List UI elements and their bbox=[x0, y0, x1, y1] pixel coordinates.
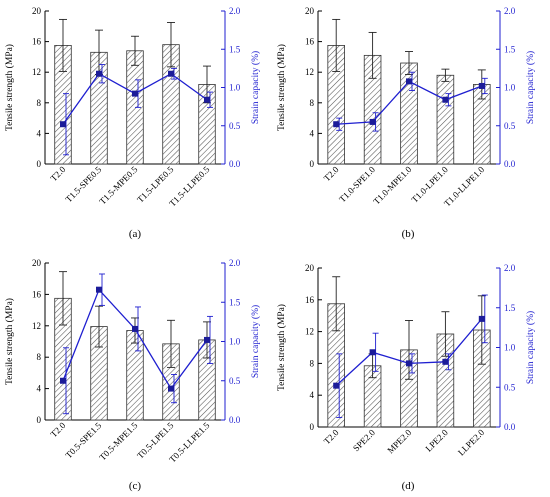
strength-bar bbox=[400, 62, 418, 165]
y2-tick-label: 0.5 bbox=[504, 382, 516, 392]
x-tick-label: T2.0 bbox=[48, 420, 67, 439]
y-tick-label: 12 bbox=[305, 67, 314, 77]
x-tick-label: T1.5-MPE0.5 bbox=[97, 164, 139, 206]
x-tick-label: MPE2.0 bbox=[385, 427, 413, 455]
strain-point bbox=[168, 385, 174, 392]
y-tick-label: 20 bbox=[305, 263, 315, 273]
strain-point bbox=[204, 336, 210, 343]
y2-tick-label: 1.5 bbox=[229, 44, 241, 54]
y-tick-label: 0 bbox=[310, 159, 315, 169]
strain-point bbox=[478, 315, 485, 322]
panel-label: (c) bbox=[129, 480, 142, 492]
y2-tick-label: 0.0 bbox=[504, 159, 516, 169]
strain-point bbox=[132, 325, 138, 332]
strain-point bbox=[442, 96, 449, 103]
chart-panel-1: 0 4 8 12 16 20 0.0 0.5 1.0 1.5 2.0 Tensile strength… bbox=[4, 6, 261, 240]
y2-tick-label: 2.0 bbox=[504, 6, 516, 16]
y-axis-title: Tensile strength (MPa) bbox=[4, 44, 15, 131]
x-tick-label: T0.5-MPE1.5 bbox=[97, 420, 139, 462]
strain-point bbox=[204, 96, 210, 103]
y-tick-label: 4 bbox=[310, 390, 315, 400]
panel-label: (a) bbox=[129, 228, 142, 240]
y-axis-title: Tensile strength (MPa) bbox=[276, 304, 287, 391]
y-tick-label: 12 bbox=[32, 67, 41, 77]
strain-point bbox=[442, 358, 449, 365]
x-tick-label: T2.0 bbox=[322, 164, 341, 183]
y2-tick-label: 1.0 bbox=[229, 83, 241, 93]
y2-tick-label: 1.5 bbox=[504, 303, 516, 313]
y-tick-label: 4 bbox=[37, 128, 42, 138]
y2-tick-label: 0.0 bbox=[504, 422, 516, 432]
y2-tick-label: 1.0 bbox=[504, 343, 516, 353]
y2-tick-label: 0.0 bbox=[229, 159, 241, 169]
y-tick-label: 8 bbox=[37, 98, 42, 108]
strain-point bbox=[168, 70, 174, 77]
panel-label: (b) bbox=[402, 228, 415, 240]
y2-tick-label: 2.0 bbox=[229, 258, 241, 268]
y-tick-label: 16 bbox=[32, 289, 42, 299]
panel-label: (d) bbox=[402, 480, 415, 492]
y2-tick-label: 1.5 bbox=[504, 44, 516, 54]
y-tick-label: 16 bbox=[305, 295, 315, 305]
x-tick-label: T1.0-MPE1.0 bbox=[371, 164, 413, 206]
strength-bar bbox=[436, 74, 455, 165]
y-axis-title: Tensile strength (MPa) bbox=[276, 44, 287, 131]
y-tick-label: 12 bbox=[32, 321, 41, 331]
y-tick-label: 8 bbox=[37, 352, 42, 362]
y-tick-label: 0 bbox=[37, 159, 42, 169]
strain-point bbox=[406, 78, 412, 85]
y2-axis-title: Strain capacity (%) bbox=[525, 51, 536, 124]
y2-tick-label: 0.0 bbox=[229, 415, 241, 425]
x-tick-label: SPE2.0 bbox=[351, 427, 377, 453]
strength-bar bbox=[126, 330, 144, 421]
x-tick-label: T2.0 bbox=[322, 427, 341, 446]
y-tick-label: 12 bbox=[305, 327, 314, 337]
y-tick-label: 8 bbox=[310, 358, 315, 368]
y2-tick-label: 1.5 bbox=[229, 297, 241, 307]
strain-point bbox=[96, 70, 102, 77]
y-tick-label: 20 bbox=[32, 258, 42, 268]
y-tick-label: 0 bbox=[310, 422, 315, 432]
y-tick-label: 0 bbox=[37, 415, 42, 425]
y2-tick-label: 2.0 bbox=[504, 263, 516, 273]
x-tick-label: LLPE2.0 bbox=[456, 427, 487, 458]
strain-point bbox=[60, 377, 66, 384]
strain-point bbox=[96, 286, 102, 293]
chart-panel-2: 0 4 8 12 16 20 0.0 0.5 1.0 1.5 2.0 Tensile strength… bbox=[276, 6, 536, 240]
y-tick-label: 4 bbox=[37, 384, 42, 394]
strain-point bbox=[478, 82, 485, 89]
y-tick-label: 20 bbox=[305, 6, 315, 16]
y-tick-label: 20 bbox=[32, 6, 42, 16]
y-tick-label: 8 bbox=[310, 98, 315, 108]
y2-tick-label: 0.5 bbox=[229, 121, 241, 131]
y-tick-label: 16 bbox=[305, 37, 315, 47]
strain-point bbox=[333, 121, 340, 128]
chart-panel-4: 0 4 8 12 16 20 0.0 0.5 1.0 1.5 2.0 Tensile strength… bbox=[276, 263, 536, 492]
strain-point bbox=[369, 349, 376, 356]
y2-axis-title: Strain capacity (%) bbox=[250, 51, 261, 124]
y2-tick-label: 1.0 bbox=[504, 83, 516, 93]
y-tick-label: 16 bbox=[32, 37, 42, 47]
strain-point bbox=[406, 360, 412, 367]
x-tick-label: LPE2.0 bbox=[423, 427, 450, 454]
strain-point bbox=[132, 90, 138, 97]
x-tick-label: T2.0 bbox=[48, 164, 67, 183]
y-tick-label: 4 bbox=[310, 128, 315, 138]
strain-point bbox=[369, 118, 376, 125]
strain-point bbox=[60, 121, 66, 128]
y2-tick-label: 1.0 bbox=[229, 337, 241, 347]
chart-panel-3: 0 4 8 12 16 20 0.0 0.5 1.0 1.5 2.0 Tensile strength… bbox=[4, 258, 261, 492]
y-axis-title: Tensile strength (MPa) bbox=[4, 298, 15, 385]
y2-tick-label: 2.0 bbox=[229, 6, 241, 16]
y2-axis-title: Strain capacity (%) bbox=[250, 305, 261, 378]
y2-axis-title: Strain capacity (%) bbox=[525, 311, 536, 384]
y2-tick-label: 0.5 bbox=[229, 376, 241, 386]
y2-tick-label: 0.5 bbox=[504, 121, 516, 131]
strain-point bbox=[333, 382, 340, 389]
